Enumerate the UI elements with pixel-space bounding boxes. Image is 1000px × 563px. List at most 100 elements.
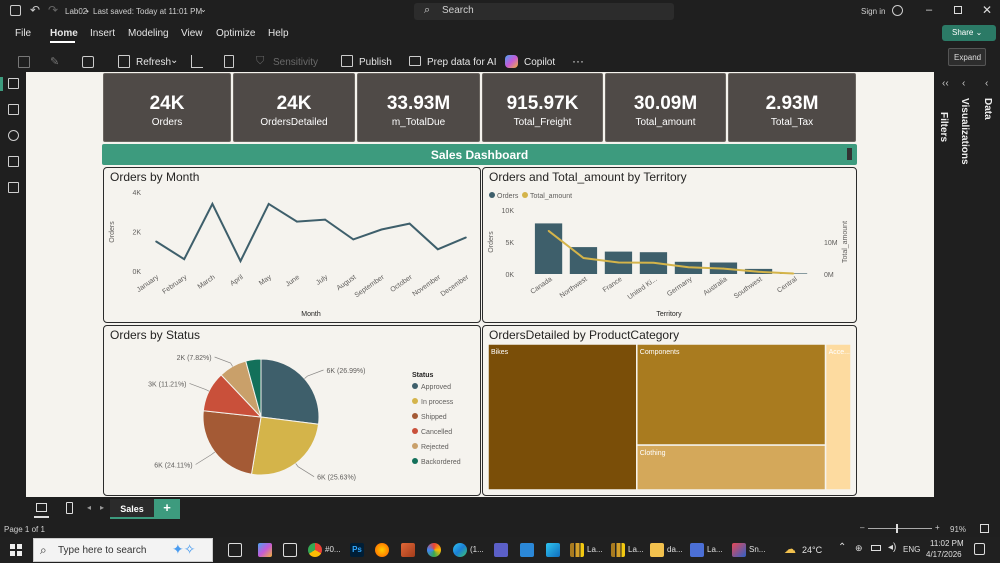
maximize-icon[interactable] [954, 6, 962, 14]
redo-icon[interactable]: ↷ [48, 3, 59, 17]
kpi-card[interactable]: 33.93M m_TotalDue [357, 73, 480, 142]
prep-data-icon[interactable] [409, 56, 421, 66]
temperature-label[interactable]: 24°C [802, 545, 823, 555]
collapse-visualizations-icon[interactable]: ‹ [962, 78, 966, 89]
matlab-app-icon[interactable] [401, 543, 415, 557]
undo-icon[interactable]: ↶ [30, 3, 41, 17]
new-visual-icon[interactable] [191, 55, 203, 68]
app-label[interactable]: La... [707, 545, 723, 554]
kpi-card[interactable]: 24K OrdersDetailed [233, 73, 355, 142]
chevron-down-icon[interactable]: ⌄ [170, 55, 179, 66]
calendar-app-icon[interactable] [283, 543, 297, 557]
copilot-button[interactable]: Copilot [524, 57, 556, 68]
model-view-icon[interactable] [8, 130, 19, 141]
add-page-button[interactable]: + [154, 499, 180, 519]
copilot-icon[interactable] [505, 55, 518, 68]
paste-icon[interactable] [18, 56, 30, 68]
folder-app-icon[interactable] [650, 543, 664, 557]
dashboard-title-banner[interactable]: Sales Dashboard [102, 144, 857, 165]
menu-insert[interactable]: Insert [90, 28, 116, 39]
dax-query-view-icon[interactable] [8, 156, 19, 167]
tmdl-view-icon[interactable] [8, 182, 19, 193]
kpi-card[interactable]: 30.09M Total_amount [605, 73, 726, 142]
desktop-layout-icon[interactable] [36, 503, 47, 512]
page-tab-sales[interactable]: Sales [110, 499, 154, 519]
product-category-treemap-visual[interactable]: OrdersDetailed by ProductCategory Bikes C… [482, 325, 857, 496]
photoshop-app-icon[interactable]: Ps [350, 543, 364, 557]
app-icon[interactable] [690, 543, 704, 557]
report-view-icon[interactable] [8, 78, 19, 89]
publish-button[interactable]: Publish [359, 57, 392, 68]
teams-app-icon[interactable] [494, 543, 508, 557]
orders-by-status-visual[interactable]: Orders by Status 6K (26.99%) 6K (25.63%) 6… [103, 325, 481, 496]
calculator-icon[interactable] [224, 55, 234, 68]
minimize-icon[interactable]: – [926, 4, 933, 16]
search-input[interactable]: ⌕ Search [414, 3, 674, 20]
next-page-icon[interactable]: ▸ [100, 503, 105, 512]
sensitivity-button[interactable]: Sensitivity [273, 57, 319, 68]
zoom-out-icon[interactable]: – [860, 523, 865, 532]
powerbi-app-icon[interactable] [570, 543, 584, 557]
zoom-in-icon[interactable]: + [935, 523, 940, 532]
clock-date[interactable]: 4/17/2026 [926, 550, 962, 559]
zoom-slider[interactable] [868, 528, 932, 529]
snipping-tool-icon[interactable] [732, 543, 746, 557]
prep-data-button[interactable]: Prep data for AI [427, 57, 497, 68]
powerbi-app-icon[interactable] [611, 543, 625, 557]
windows-start-icon[interactable] [10, 544, 22, 556]
territory-combo-visual[interactable]: Orders and Total_amount by Territory Ord… [482, 167, 857, 323]
edge-app-label[interactable]: (1... [470, 545, 484, 554]
chrome-app-label[interactable]: #0... [325, 545, 341, 554]
refresh-button[interactable]: Refresh [136, 57, 172, 68]
more-options-icon[interactable]: ··· [572, 54, 584, 68]
menu-home[interactable]: Home [50, 28, 78, 39]
mobile-layout-icon[interactable] [66, 502, 73, 514]
kpi-card[interactable]: 24K Orders [103, 73, 231, 142]
refresh-icon[interactable] [118, 55, 130, 68]
notifications-icon[interactable] [974, 543, 985, 555]
save-icon[interactable] [10, 5, 21, 16]
edge-app-icon[interactable] [453, 543, 467, 557]
color-app-icon[interactable] [427, 543, 441, 557]
photos-app-icon[interactable] [546, 543, 560, 557]
prev-page-icon[interactable]: ◂ [87, 503, 92, 512]
firefox-app-icon[interactable] [375, 543, 389, 557]
language-indicator[interactable]: ENG [903, 545, 921, 554]
task-view-icon[interactable] [228, 543, 242, 557]
close-icon[interactable]: ✕ [982, 3, 993, 17]
volume-icon[interactable]: ◂) [888, 542, 897, 553]
filters-pane-label[interactable]: Filters [938, 112, 949, 143]
account-icon[interactable] [892, 5, 903, 16]
copilot-app-icon[interactable] [258, 543, 272, 557]
format-painter-icon[interactable]: ✎ [50, 56, 60, 68]
fit-to-page-icon[interactable] [980, 524, 989, 533]
kpi-card[interactable]: 2.93M Total_Tax [728, 73, 856, 142]
powerbi-app-label-2[interactable]: La... [628, 545, 644, 554]
zoom-slider-thumb[interactable] [896, 524, 898, 533]
publish-icon[interactable] [341, 55, 353, 67]
sign-in-link[interactable]: Sign in [861, 7, 886, 16]
menu-optimize[interactable]: Optimize [216, 28, 256, 39]
powerbi-app-label-1[interactable]: La... [587, 545, 603, 554]
network-icon[interactable]: ⊕ [855, 543, 863, 553]
taskbar-search-box[interactable]: ⌕ Type here to search ✦✧ [33, 538, 213, 562]
chevron-up-icon[interactable]: ⌃ [838, 542, 847, 553]
collapse-data-icon[interactable]: ‹ [985, 78, 989, 89]
visualizations-pane-label[interactable]: Visualizations [959, 98, 970, 165]
collapse-filters-icon[interactable]: ‹‹ [942, 78, 949, 89]
menu-modeling[interactable]: Modeling [128, 28, 169, 39]
menu-view[interactable]: View [181, 28, 203, 39]
data-pane-label[interactable]: Data [982, 98, 993, 120]
saved-status[interactable]: Last saved: Today at 11:01 PM [93, 7, 203, 16]
get-data-icon[interactable] [82, 56, 94, 68]
chrome-app-icon[interactable] [308, 543, 322, 557]
store-app-icon[interactable] [520, 543, 534, 557]
kpi-card[interactable]: 915.97K Total_Freight [482, 73, 603, 142]
menu-help[interactable]: Help [268, 28, 289, 39]
share-button[interactable]: Share ⌄ [942, 25, 996, 41]
chevron-down-icon[interactable]: ⌄ [200, 5, 207, 14]
battery-icon[interactable] [871, 545, 881, 551]
table-view-icon[interactable] [8, 104, 19, 115]
menu-file[interactable]: File [15, 28, 32, 39]
snipping-tool-label[interactable]: Sn... [749, 545, 766, 554]
